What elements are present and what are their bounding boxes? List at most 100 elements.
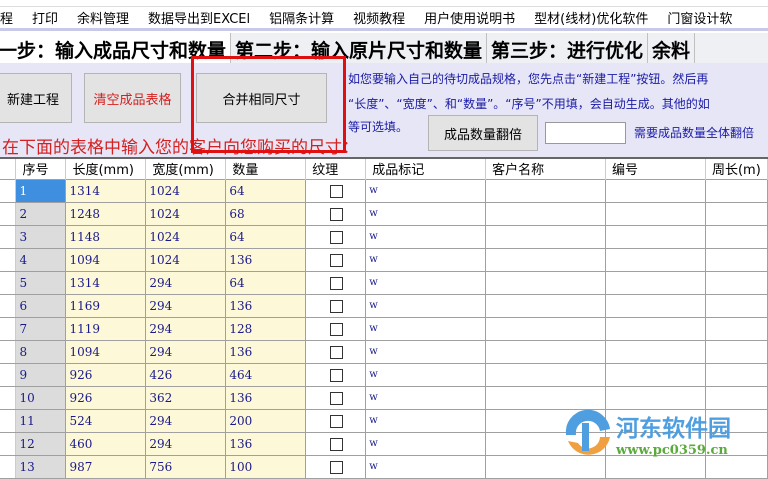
cell-mark[interactable]: w xyxy=(365,362,487,387)
row-header[interactable] xyxy=(0,224,17,249)
cell-perimeter[interactable] xyxy=(704,247,768,272)
cell-width[interactable]: 1024 xyxy=(145,247,227,272)
row-header[interactable] xyxy=(0,316,17,341)
cell-code[interactable] xyxy=(605,270,706,295)
cell-grain[interactable] xyxy=(305,316,367,341)
double-quantity-input[interactable] xyxy=(545,122,626,144)
menu-item[interactable]: 程 xyxy=(0,12,14,27)
double-quantity-button[interactable]: 成品数量翻倍 xyxy=(428,115,538,151)
tab-step1[interactable]: 一步：输入成品尺寸和数量 xyxy=(0,33,232,63)
cell-grain[interactable] xyxy=(305,408,367,433)
cell-width[interactable]: 294 xyxy=(145,339,227,364)
grain-checkbox[interactable] xyxy=(330,230,344,244)
cell-customer[interactable] xyxy=(485,247,607,272)
cell-grain[interactable] xyxy=(305,454,367,479)
row-header[interactable] xyxy=(0,293,17,318)
cell-mark[interactable]: w xyxy=(365,408,487,433)
cell-width[interactable]: 1024 xyxy=(145,201,227,226)
cell-length[interactable]: 1094 xyxy=(65,247,147,272)
row-header[interactable] xyxy=(0,385,17,410)
cell-grain[interactable] xyxy=(305,270,367,295)
cell-code[interactable] xyxy=(605,178,706,203)
cell-customer[interactable] xyxy=(485,224,607,249)
cell-seq[interactable]: 8 xyxy=(15,339,67,364)
cell-width[interactable]: 1024 xyxy=(145,224,227,249)
cell-quantity[interactable]: 136 xyxy=(225,293,307,318)
col-mark[interactable]: 成品标记 xyxy=(365,158,487,179)
cell-perimeter[interactable] xyxy=(704,178,768,203)
cell-width[interactable]: 294 xyxy=(145,293,227,318)
row-header[interactable] xyxy=(0,247,17,272)
cell-seq[interactable]: 13 xyxy=(15,454,67,479)
grain-checkbox[interactable] xyxy=(330,184,344,198)
tab-remnant[interactable]: 余料 xyxy=(648,33,696,63)
cell-code[interactable] xyxy=(605,224,706,249)
cell-perimeter[interactable] xyxy=(704,224,768,249)
cell-grain[interactable] xyxy=(305,224,367,249)
cell-quantity[interactable]: 136 xyxy=(225,247,307,272)
cell-length[interactable]: 926 xyxy=(65,385,147,410)
cell-mark[interactable]: w xyxy=(365,201,487,226)
col-width[interactable]: 宽度(mm) xyxy=(145,158,227,179)
cell-customer[interactable] xyxy=(485,362,607,387)
row-header[interactable] xyxy=(0,270,17,295)
cell-seq[interactable]: 9 xyxy=(15,362,67,387)
cell-perimeter[interactable] xyxy=(704,454,768,479)
cell-customer[interactable] xyxy=(485,293,607,318)
cell-quantity[interactable]: 68 xyxy=(225,201,307,226)
row-header[interactable] xyxy=(0,362,17,387)
cell-quantity[interactable]: 136 xyxy=(225,339,307,364)
cell-seq[interactable]: 10 xyxy=(15,385,67,410)
grain-checkbox[interactable] xyxy=(330,414,344,428)
cell-length[interactable]: 926 xyxy=(65,362,147,387)
cell-seq[interactable]: 12 xyxy=(15,431,67,456)
cell-quantity[interactable]: 100 xyxy=(225,454,307,479)
cell-mark[interactable]: w xyxy=(365,431,487,456)
col-seq[interactable]: 序号 xyxy=(15,158,67,179)
cell-quantity[interactable]: 136 xyxy=(225,431,307,456)
cell-perimeter[interactable] xyxy=(704,362,768,387)
cell-seq[interactable]: 1 xyxy=(15,178,67,203)
menu-remnant[interactable]: 余料管理 xyxy=(77,12,130,27)
cell-mark[interactable]: w xyxy=(365,454,487,479)
cell-mark[interactable]: w xyxy=(365,316,487,341)
grain-checkbox[interactable] xyxy=(330,437,344,451)
cell-seq[interactable]: 3 xyxy=(15,224,67,249)
cell-length[interactable]: 1169 xyxy=(65,293,147,318)
cell-code[interactable] xyxy=(605,339,706,364)
grain-checkbox[interactable] xyxy=(330,322,344,336)
cell-mark[interactable]: w xyxy=(365,293,487,318)
menu-video[interactable]: 视频教程 xyxy=(353,12,406,27)
cell-customer[interactable] xyxy=(485,270,607,295)
cell-length[interactable]: 524 xyxy=(65,408,147,433)
row-header[interactable] xyxy=(0,408,17,433)
cell-code[interactable] xyxy=(605,385,706,410)
cell-code[interactable] xyxy=(605,316,706,341)
grain-checkbox[interactable] xyxy=(330,391,344,405)
cell-grain[interactable] xyxy=(305,247,367,272)
cell-length[interactable]: 1119 xyxy=(65,316,147,341)
grain-checkbox[interactable] xyxy=(330,276,344,290)
new-project-button[interactable]: 新建工程 xyxy=(0,73,72,123)
cell-customer[interactable] xyxy=(485,316,607,341)
cell-length[interactable]: 1148 xyxy=(65,224,147,249)
cell-mark[interactable]: w xyxy=(365,178,487,203)
menu-manual[interactable]: 用户使用说明书 xyxy=(424,12,516,27)
cell-mark[interactable]: w xyxy=(365,247,487,272)
cell-seq[interactable]: 7 xyxy=(15,316,67,341)
col-length[interactable]: 长度(mm) xyxy=(65,158,147,179)
grain-checkbox[interactable] xyxy=(330,460,344,474)
col-quantity[interactable]: 数量 xyxy=(225,158,307,179)
tab-step3[interactable]: 第三步：进行优化 xyxy=(487,33,649,63)
menu-profile-software[interactable]: 型材(线材)优化软件 xyxy=(534,12,649,27)
cell-width[interactable]: 294 xyxy=(145,431,227,456)
cell-width[interactable]: 362 xyxy=(145,385,227,410)
col-customer[interactable]: 客户名称 xyxy=(485,158,607,179)
cell-length[interactable]: 1314 xyxy=(65,270,147,295)
grain-checkbox[interactable] xyxy=(330,253,344,267)
cell-code[interactable] xyxy=(605,431,706,456)
menu-spacer-calc[interactable]: 铝隔条计算 xyxy=(269,12,335,27)
grain-checkbox[interactable] xyxy=(330,207,344,221)
grain-checkbox[interactable] xyxy=(330,299,344,313)
cell-width[interactable]: 426 xyxy=(145,362,227,387)
